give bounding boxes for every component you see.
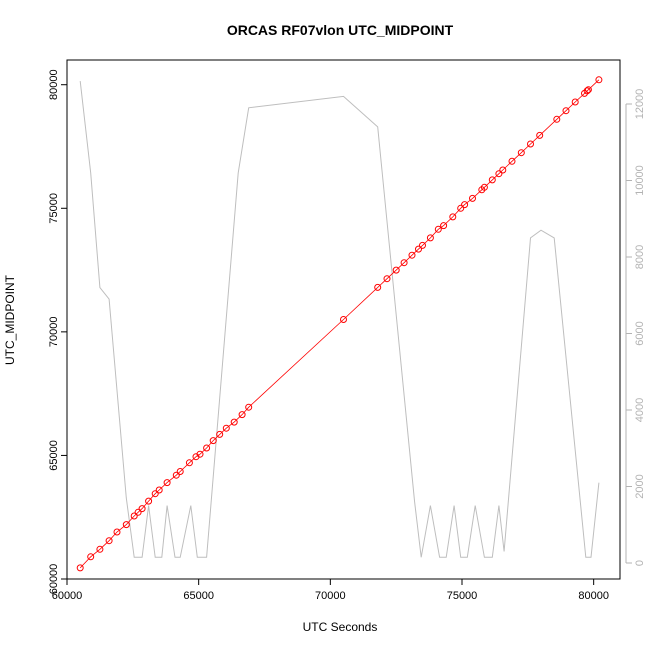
data-point <box>340 316 347 323</box>
data-point <box>461 201 469 209</box>
midpoint-series <box>76 76 603 572</box>
data-point <box>383 275 391 283</box>
data-point <box>374 283 382 291</box>
plot-frame <box>66 59 621 580</box>
data-point <box>176 468 184 475</box>
y2-tick-label: 4000 <box>634 398 646 422</box>
data-point <box>440 222 448 230</box>
data-point <box>408 251 416 259</box>
data-point <box>392 266 400 274</box>
data-point <box>245 403 253 411</box>
data-point <box>517 149 525 157</box>
data-point <box>87 553 95 561</box>
y-axis-left: 60000 65000 70000 75000 80000 <box>48 69 67 594</box>
data-point <box>138 505 146 513</box>
y2-tick-label: 12000 <box>634 89 646 120</box>
data-point <box>488 176 496 184</box>
data-point <box>495 170 503 178</box>
data-point <box>122 521 130 529</box>
data-point <box>419 241 426 249</box>
y-tick-label: 75000 <box>48 193 60 224</box>
data-point <box>536 131 544 139</box>
y2-tick-label: 6000 <box>634 321 646 345</box>
y-tick-label: 80000 <box>48 69 60 100</box>
y-axis-right: 0 2000 4000 6000 8000 10000 12000 <box>625 89 646 566</box>
data-point <box>449 213 457 221</box>
midpoint-series-line <box>79 79 600 569</box>
data-point <box>571 98 579 106</box>
x-axis: 60000 65000 70000 75000 80000 <box>52 579 609 602</box>
data-point <box>562 107 570 115</box>
y2-tick-label: 2000 <box>634 474 646 498</box>
data-point <box>151 490 159 498</box>
data-point <box>238 411 246 419</box>
data-point <box>130 512 138 520</box>
y2-tick-label: 10000 <box>634 165 646 196</box>
data-point <box>163 479 171 487</box>
data-point <box>480 183 488 191</box>
data-point <box>426 234 434 242</box>
y-tick-label: 60000 <box>48 564 60 595</box>
data-point <box>508 157 516 165</box>
data-point <box>203 444 211 452</box>
chart-title: ORCAS RF07vlon UTC_MIDPOINT <box>227 22 454 38</box>
data-point <box>185 459 193 467</box>
data-point <box>172 471 180 479</box>
data-point <box>113 528 121 536</box>
data-point <box>96 545 104 553</box>
data-point <box>105 537 113 545</box>
x-tick-label: 70000 <box>315 590 346 602</box>
data-point <box>527 140 534 148</box>
data-point <box>216 430 224 438</box>
data-point <box>595 76 603 84</box>
y2-tick-label: 8000 <box>634 245 646 269</box>
data-point <box>196 450 204 458</box>
data-point <box>553 115 561 123</box>
secondary-series <box>79 81 600 558</box>
data-point <box>584 86 592 94</box>
data-point <box>434 225 442 233</box>
secondary-series-line <box>79 81 600 558</box>
x-tick-label: 65000 <box>183 590 214 602</box>
data-point <box>145 497 153 505</box>
data-point <box>499 166 507 174</box>
data-point <box>400 259 408 267</box>
data-point <box>415 245 422 253</box>
data-point <box>583 87 591 95</box>
y2-tick-label: 0 <box>634 560 646 566</box>
y-tick-label: 70000 <box>48 317 60 348</box>
data-point <box>457 204 465 212</box>
data-point <box>76 564 84 572</box>
x-tick-label: 60000 <box>52 590 83 602</box>
y-tick-label: 65000 <box>48 440 60 471</box>
y-axis-label: UTC_MIDPOINT <box>3 274 17 365</box>
data-point <box>134 508 142 516</box>
data-point <box>209 437 217 445</box>
x-tick-label: 80000 <box>578 590 609 602</box>
x-axis-label: UTC Seconds <box>303 620 378 634</box>
x-tick-label: 75000 <box>447 590 478 602</box>
data-point <box>222 424 230 432</box>
data-point <box>230 418 238 426</box>
data-point <box>155 486 163 494</box>
data-point <box>469 194 476 202</box>
